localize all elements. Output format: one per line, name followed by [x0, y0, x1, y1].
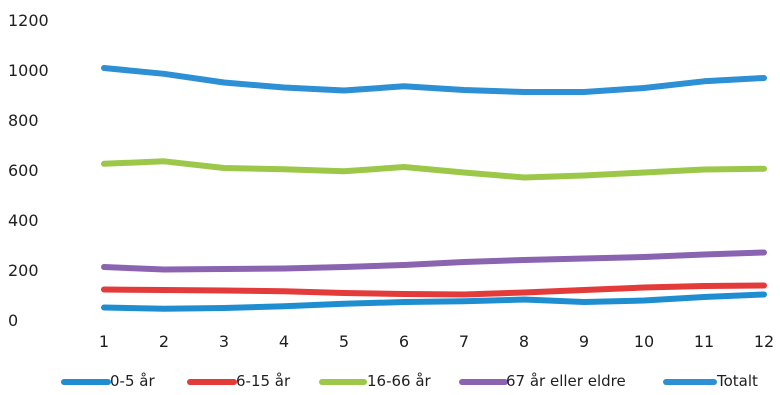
y-tick-label: 400 — [8, 211, 39, 230]
series-line — [101, 158, 767, 181]
x-tick-label: 9 — [579, 332, 589, 351]
legend-item: 6-15 år — [187, 372, 291, 390]
legend-item: 67 år eller eldre — [459, 372, 626, 390]
series-lines — [101, 65, 767, 312]
legend-label: 6-15 år — [236, 372, 291, 390]
x-tick-label: 8 — [519, 332, 529, 351]
legend-item: 16-66 år — [319, 372, 432, 390]
x-tick-label: 3 — [219, 332, 229, 351]
y-tick-label: 200 — [8, 261, 39, 280]
series-line — [101, 282, 767, 298]
legend-label: 67 år eller eldre — [506, 372, 626, 390]
series-line — [101, 249, 767, 273]
x-tick-label: 2 — [159, 332, 169, 351]
x-axis-ticks: 1 2 3 4 5 6 7 8 9 10 11 12 — [99, 332, 774, 351]
legend-item: Totalt — [663, 372, 758, 390]
x-tick-label: 1 — [99, 332, 109, 351]
y-axis-ticks: 0 200 400 600 800 1000 1200 — [8, 11, 49, 330]
legend-label: Totalt — [716, 372, 758, 390]
y-tick-label: 1200 — [8, 11, 49, 30]
y-tick-label: 1000 — [8, 61, 49, 80]
legend-label: 0-5 år — [110, 372, 155, 390]
legend-label: 16-66 år — [367, 372, 432, 390]
x-tick-label: 6 — [399, 332, 409, 351]
x-tick-label: 5 — [339, 332, 349, 351]
series-line — [101, 65, 767, 95]
y-tick-label: 0 — [8, 311, 18, 330]
y-tick-label: 800 — [8, 111, 39, 130]
x-tick-label: 11 — [694, 332, 714, 351]
x-tick-label: 10 — [634, 332, 654, 351]
x-tick-label: 4 — [279, 332, 289, 351]
x-tick-label: 12 — [754, 332, 774, 351]
y-tick-label: 600 — [8, 161, 39, 180]
x-tick-label: 7 — [459, 332, 469, 351]
series-line — [101, 291, 767, 312]
legend-item: 0-5 år — [61, 372, 155, 390]
legend: 0-5 år 6-15 år 16-66 år 67 år eller eldre To… — [61, 372, 758, 390]
